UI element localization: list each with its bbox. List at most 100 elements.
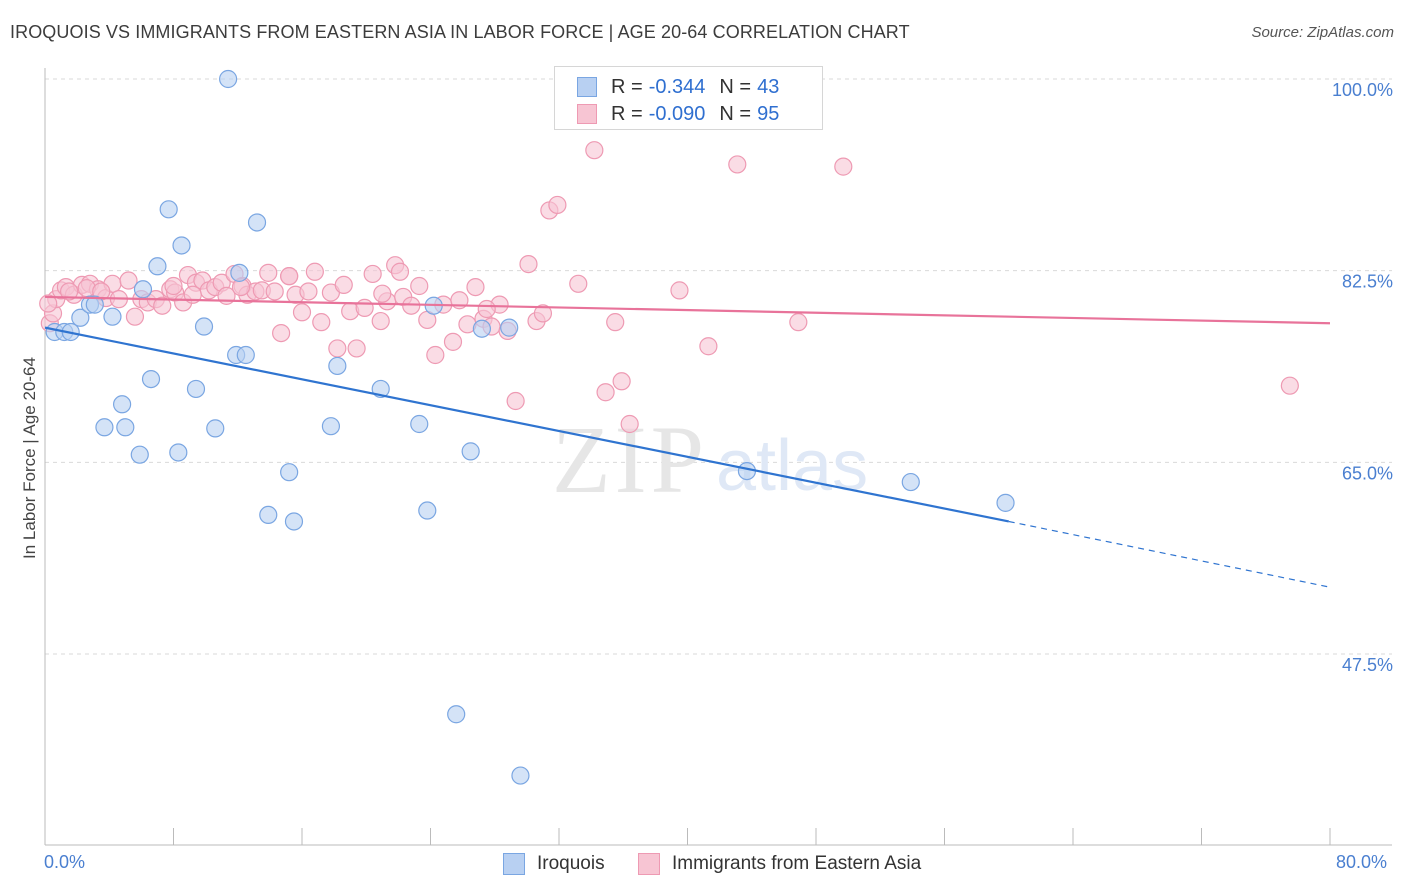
point-eastern-asia: [272, 323, 291, 343]
point-iroquois: [186, 379, 206, 399]
point-eastern-asia: [164, 276, 183, 296]
legend-r-value: -0.344: [648, 75, 706, 98]
bottom-legend-swatch-iroquois: [503, 853, 525, 875]
point-eastern-asia: [312, 313, 331, 332]
point-iroquois: [206, 419, 225, 438]
chart-source: Source: ZipAtlas.com: [1251, 24, 1394, 41]
point-iroquois: [328, 356, 347, 376]
point-iroquois: [259, 505, 278, 525]
point-iroquois: [230, 263, 249, 282]
point-iroquois: [130, 445, 149, 464]
legend-n-label: N =: [719, 75, 752, 98]
point-eastern-asia: [299, 282, 318, 301]
series-immigrants-eastern-asia: [39, 141, 1299, 434]
legend-r-label: R =: [611, 102, 643, 125]
legend-row-iroquois: R = -0.344 N = 43: [577, 74, 779, 100]
point-eastern-asia: [280, 267, 299, 286]
point-eastern-asia: [334, 275, 353, 295]
bottom-legend-eastern-asia: Immigrants from Eastern Asia: [638, 851, 921, 877]
point-eastern-asia: [426, 345, 445, 365]
bottom-legend-label-iroquois: Iroquois: [537, 853, 605, 874]
point-eastern-asia: [390, 262, 410, 281]
legend-n-value: 95: [757, 102, 780, 125]
point-eastern-asia: [533, 304, 553, 323]
point-iroquois: [169, 443, 188, 462]
point-eastern-asia: [443, 332, 463, 351]
trend-line-eastern-asia: [44, 295, 1331, 325]
point-iroquois: [133, 280, 153, 299]
point-iroquois: [410, 414, 429, 434]
bottom-legend-iroquois: Iroquois: [503, 851, 605, 877]
axes: [44, 68, 1392, 846]
point-iroquois: [194, 317, 214, 336]
point-iroquois: [112, 395, 132, 414]
point-iroquois: [219, 69, 238, 89]
point-eastern-asia: [119, 271, 138, 290]
point-iroquois: [901, 472, 920, 492]
point-iroquois: [500, 318, 519, 337]
x-max-label: 80.0%: [1336, 852, 1388, 872]
point-iroquois: [472, 319, 491, 338]
point-eastern-asia: [259, 263, 278, 282]
y-tick-labels: 47.5% 65.0% 82.5% 100.0%: [1332, 80, 1393, 675]
point-eastern-asia: [265, 282, 284, 301]
point-iroquois: [172, 236, 191, 255]
bottom-legend-label-eastern-asia: Immigrants from Eastern Asia: [672, 853, 922, 874]
point-eastern-asia: [789, 313, 808, 332]
point-eastern-asia: [506, 391, 525, 411]
watermark: ZIP atlas: [552, 406, 868, 513]
point-eastern-asia: [363, 264, 382, 284]
legend-n-label: N =: [719, 102, 752, 125]
point-eastern-asia: [305, 262, 324, 281]
point-eastern-asia: [39, 294, 58, 313]
point-eastern-asia: [477, 299, 496, 319]
point-eastern-asia: [519, 254, 538, 274]
series-iroquois: [45, 69, 1015, 785]
point-iroquois: [284, 512, 304, 531]
x-min-label: 0.0%: [44, 852, 86, 872]
point-eastern-asia: [670, 281, 689, 300]
y-tick-label: 47.5%: [1342, 655, 1393, 675]
legend-n-value: 43: [757, 75, 780, 98]
point-iroquois: [447, 705, 466, 724]
trend-line-iroquois: [44, 326, 1009, 523]
point-iroquois: [996, 493, 1015, 512]
point-eastern-asia: [585, 141, 604, 160]
point-eastern-asia: [410, 276, 429, 296]
y-tick-label: 82.5%: [1342, 272, 1393, 292]
point-iroquois: [159, 200, 178, 219]
point-iroquois: [148, 257, 167, 276]
point-eastern-asia: [620, 414, 639, 434]
y-tick-label: 65.0%: [1342, 463, 1393, 483]
point-iroquois: [95, 418, 114, 437]
point-eastern-asia: [371, 311, 390, 331]
point-eastern-asia: [699, 337, 718, 356]
point-iroquois: [280, 463, 299, 482]
point-iroquois: [85, 295, 104, 314]
point-iroquois: [236, 345, 255, 365]
point-eastern-asia: [548, 195, 567, 215]
legend-row-eastern-asia: R = -0.090 N = 95: [577, 101, 779, 127]
grid-lines: [45, 78, 1392, 655]
point-eastern-asia: [153, 296, 172, 315]
y-tick-label: 100.0%: [1332, 80, 1393, 100]
point-eastern-asia: [596, 383, 615, 402]
legend-swatch-eastern-asia: [577, 104, 597, 124]
legend-r-label: R =: [611, 75, 643, 98]
point-iroquois: [141, 369, 161, 389]
point-iroquois: [116, 418, 135, 437]
bottom-legend-swatch-eastern-asia: [638, 853, 660, 875]
y-axis-label: In Labor Force | Age 20-64: [20, 357, 39, 559]
point-eastern-asia: [328, 339, 347, 358]
point-iroquois: [461, 442, 480, 461]
point-iroquois: [71, 308, 90, 327]
point-eastern-asia: [347, 339, 366, 358]
point-eastern-asia: [728, 155, 747, 174]
point-iroquois: [321, 417, 341, 436]
trend-lines: [44, 295, 1331, 588]
point-eastern-asia: [466, 277, 485, 297]
point-eastern-asia: [373, 284, 392, 303]
point-eastern-asia: [606, 313, 625, 332]
point-eastern-asia: [834, 157, 853, 176]
